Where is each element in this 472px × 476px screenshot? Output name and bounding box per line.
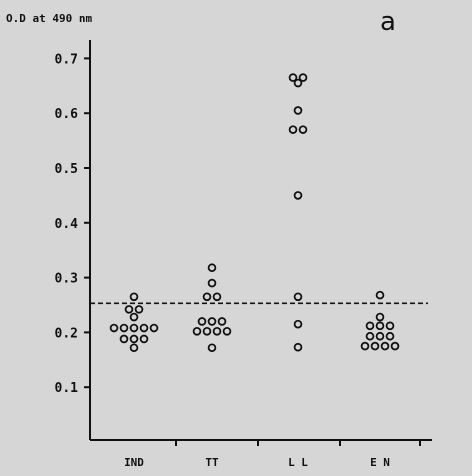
data-point [212, 292, 222, 302]
data-point [390, 341, 400, 351]
data-point [207, 343, 217, 353]
data-point [293, 106, 303, 115]
y-tick-label: 0.1 [55, 381, 79, 396]
data-point [212, 327, 222, 336]
data-point [298, 73, 308, 82]
y-tick-label: 0.3 [55, 272, 78, 287]
data-point [134, 305, 144, 314]
data-point [385, 331, 395, 341]
axes [89, 40, 432, 446]
data-point [129, 343, 139, 353]
x-category-label: E N [370, 456, 390, 469]
data-point [375, 321, 385, 331]
data-point [202, 292, 212, 302]
data-point [365, 321, 375, 331]
data-point [202, 327, 212, 336]
y-tick-label: 0.5 [55, 162, 78, 177]
data-point [129, 312, 139, 322]
y-axis-label: O.D at 490 nm [6, 12, 92, 25]
data-point [288, 73, 298, 82]
data-point [288, 125, 298, 134]
data-point [139, 334, 149, 344]
data-point [207, 317, 217, 326]
data-point [365, 331, 375, 341]
data-point [192, 327, 202, 336]
data-point [207, 263, 217, 273]
data-point [197, 317, 207, 326]
data-point [370, 341, 380, 351]
data-point [293, 342, 303, 352]
data-point [217, 317, 227, 326]
data-point [375, 290, 385, 300]
data-point [293, 292, 303, 302]
data-point [129, 292, 139, 302]
data-point [293, 191, 303, 200]
data-point [375, 312, 385, 322]
data-point [360, 341, 370, 351]
y-ticks: 0.1 0.2 0.3 0.4 0.5 0.6 0.7 [55, 52, 90, 396]
y-tick-label: 0.2 [55, 326, 78, 341]
data-point [129, 334, 139, 344]
panel-label: a [380, 7, 396, 37]
data-point [375, 331, 385, 341]
data-point [293, 319, 303, 329]
data-point [119, 323, 129, 333]
y-tick-label: 0.4 [55, 217, 79, 232]
data-point [109, 323, 119, 333]
data-point [380, 341, 390, 351]
data-point [129, 323, 139, 333]
data-points [109, 73, 400, 353]
data-point [124, 305, 134, 314]
data-point [119, 334, 129, 344]
x-category-labels: IND TT L L E N [124, 456, 390, 469]
y-tick-label: 0.6 [55, 107, 79, 122]
data-point [149, 323, 159, 333]
data-point [139, 323, 149, 333]
x-category-label: IND [124, 456, 144, 469]
data-point [207, 278, 217, 288]
data-point [298, 125, 308, 134]
data-point [293, 78, 303, 88]
x-category-label: TT [205, 456, 219, 469]
data-point [222, 327, 232, 336]
y-tick-label: 0.7 [55, 52, 78, 67]
x-category-label: L L [288, 456, 308, 469]
data-point [385, 321, 395, 331]
